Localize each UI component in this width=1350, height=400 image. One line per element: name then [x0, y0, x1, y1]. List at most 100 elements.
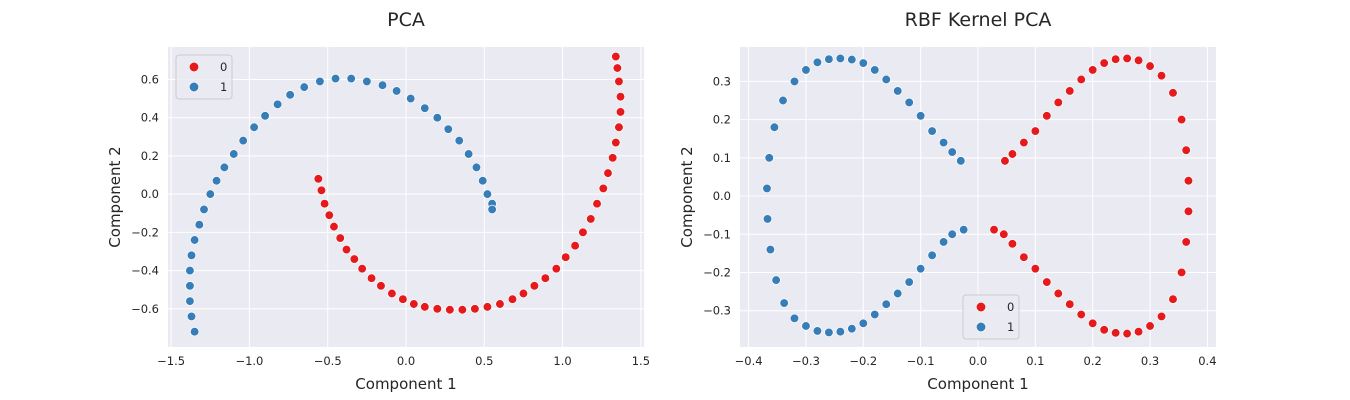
data-point	[1145, 61, 1155, 71]
data-point	[1007, 149, 1018, 159]
x-tick-label: 0.3	[1141, 354, 1159, 368]
data-point	[561, 252, 571, 262]
data-point	[1065, 299, 1075, 309]
data-point	[586, 214, 596, 224]
data-point	[608, 153, 618, 163]
data-point	[947, 147, 957, 157]
data-point	[764, 153, 774, 163]
data-point	[1176, 267, 1187, 278]
data-point	[762, 214, 773, 224]
y-axis-label: Component 2	[678, 146, 696, 247]
data-point	[847, 324, 857, 334]
data-point	[592, 199, 602, 209]
data-point	[801, 321, 811, 331]
data-point	[570, 241, 580, 251]
data-point	[615, 107, 626, 117]
legend: 01	[962, 294, 1020, 340]
x-tick-label: 0.0	[397, 354, 415, 368]
data-point	[1110, 328, 1121, 338]
data-point	[199, 204, 209, 215]
data-point	[812, 57, 823, 67]
data-point	[272, 99, 283, 109]
data-point	[432, 304, 442, 314]
data-point	[445, 305, 455, 315]
data-point	[324, 210, 334, 220]
data-point	[1053, 288, 1063, 299]
data-point	[229, 149, 239, 159]
x-axis-label: Component 1	[355, 375, 456, 393]
data-point	[765, 244, 776, 255]
y-tick-label: 0.3	[713, 74, 731, 88]
x-tick-label: 1.5	[632, 354, 650, 368]
data-point	[185, 265, 195, 276]
data-point	[835, 327, 846, 337]
data-point	[904, 277, 914, 287]
data-point	[377, 80, 388, 90]
data-point	[801, 65, 811, 75]
data-point	[824, 327, 834, 338]
data-point	[1076, 309, 1086, 320]
data-point	[205, 189, 215, 199]
data-point	[1133, 55, 1144, 66]
data-point	[432, 113, 442, 123]
data-point	[406, 93, 416, 104]
data-point	[463, 149, 474, 159]
data-point	[603, 168, 613, 178]
data-point	[457, 305, 468, 315]
data-point	[835, 53, 846, 64]
data-point	[315, 76, 325, 87]
data-point	[1168, 294, 1178, 304]
data-point	[507, 294, 518, 304]
data-point	[893, 288, 903, 299]
data-point	[927, 250, 937, 260]
y-tick-label: −0.1	[703, 227, 731, 241]
rbf-kernel-pca-chart: −0.4 −0.3 −0.2 −0.1 0.0 0.1 0.2 0.3 0.4 −0.3 −0.2 −…	[678, 9, 1217, 393]
data-point	[551, 264, 561, 274]
y-tick-label: −0.6	[131, 302, 159, 316]
data-point	[391, 86, 402, 96]
data-point	[578, 227, 588, 238]
data-point	[357, 264, 367, 274]
data-point	[329, 221, 339, 232]
data-point	[420, 302, 430, 312]
data-point	[185, 296, 195, 306]
data-point	[614, 122, 624, 132]
data-point	[778, 95, 788, 106]
y-axis-label: Component 2	[106, 146, 124, 247]
x-tick-label: 1.0	[553, 354, 571, 368]
x-tick-label: 0.2	[1084, 354, 1102, 368]
data-point	[1183, 206, 1194, 216]
data-point	[916, 264, 926, 274]
series-0	[313, 51, 626, 315]
y-tick-label: −0.4	[131, 264, 159, 278]
x-tick-label: −1.5	[157, 354, 185, 368]
data-point	[454, 135, 464, 146]
legend-label: 0	[220, 60, 227, 74]
data-point	[947, 229, 957, 239]
data-point	[211, 176, 222, 186]
data-point	[1076, 74, 1086, 85]
x-tick-label: −0.2	[849, 354, 877, 368]
data-point	[1088, 65, 1098, 75]
y-tick-label: −0.3	[703, 304, 731, 318]
chart-title: PCA	[387, 9, 425, 31]
data-point	[285, 90, 295, 100]
data-point	[249, 122, 259, 132]
x-tick-label: −0.3	[792, 354, 820, 368]
data-point	[1053, 97, 1063, 108]
data-point	[319, 199, 330, 209]
data-point	[999, 229, 1009, 239]
data-point	[316, 185, 327, 195]
data-point	[341, 244, 352, 255]
x-tick-label: 0.5	[475, 354, 493, 368]
data-point	[478, 176, 488, 186]
series-0	[989, 53, 1194, 339]
data-point	[789, 313, 800, 323]
data-point	[482, 302, 493, 312]
data-point	[881, 299, 891, 309]
data-point	[398, 294, 408, 304]
data-point	[1030, 264, 1040, 274]
data-point	[1156, 311, 1167, 322]
y-tick-label: 0.6	[141, 72, 159, 86]
y-tick-label: 0.2	[713, 113, 731, 127]
